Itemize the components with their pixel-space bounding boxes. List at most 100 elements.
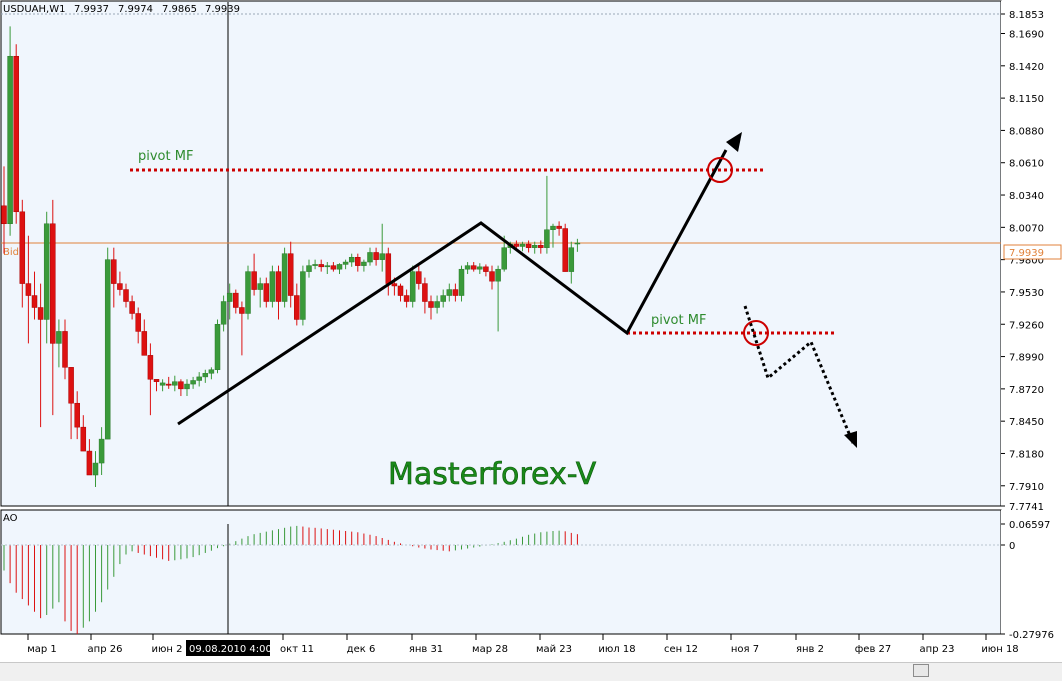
candle-body <box>172 381 178 386</box>
candle-body <box>422 283 428 302</box>
candle-body <box>50 223 56 344</box>
candles-group <box>1 26 581 487</box>
candle-body <box>141 331 148 356</box>
candle-body <box>574 242 581 245</box>
time-tick-label: дек 6 <box>347 644 376 655</box>
candle-body <box>403 295 410 302</box>
time-tick-label: ноя 7 <box>731 644 759 655</box>
candle-body <box>1 205 7 224</box>
candle-body <box>220 301 227 325</box>
bid-label: Bid <box>3 247 19 258</box>
candle-body <box>342 261 349 265</box>
current-price-box <box>1003 244 1062 260</box>
current-price-label: 7.9939 <box>1009 248 1044 259</box>
candle-body <box>111 259 117 284</box>
candle-body <box>470 265 477 270</box>
scrollbar-thumb[interactable] <box>913 664 929 677</box>
candle-body <box>184 383 190 390</box>
price-tick-label: 8.0880 <box>1009 126 1044 137</box>
price-tick-label: 8.1690 <box>1009 30 1044 41</box>
price-tick-label: 8.1420 <box>1009 62 1044 73</box>
candle-body <box>409 271 416 302</box>
candle-body <box>538 245 544 248</box>
time-tick-label: июл 18 <box>598 644 635 655</box>
candle-body <box>43 223 50 320</box>
candle-body <box>7 55 13 224</box>
candle-body <box>568 247 575 272</box>
time-tick-label: фев 27 <box>855 644 892 655</box>
time-tick-label: сен 12 <box>664 644 698 655</box>
pivot-label-bottom: pivot MF <box>651 313 706 328</box>
candle-body <box>178 381 184 390</box>
time-tick-label: окт 11 <box>280 644 314 655</box>
price-tick-label: 8.0070 <box>1009 223 1044 234</box>
header-low: 7.9865 <box>162 4 197 15</box>
pivot-circle-top <box>707 157 733 183</box>
price-tick-label: 7.8450 <box>1009 417 1044 428</box>
candle-body <box>80 426 87 452</box>
candle-body <box>294 295 300 320</box>
time-tick-label: мар 1 <box>27 644 57 655</box>
watermark-text: Masterforex-V <box>388 457 597 492</box>
candle-body <box>318 264 324 268</box>
candle-body <box>104 259 111 440</box>
time-axis-labels: мар 1 апр 26 июн 2 окт 11 дек 6 янв 31 мар 28 м… <box>27 634 1019 655</box>
candle-body <box>300 271 306 320</box>
candle-body <box>147 355 154 380</box>
indicator-panel[interactable] <box>0 509 1002 635</box>
candle-body <box>440 295 446 302</box>
candle-body <box>251 271 257 290</box>
candle-body <box>37 307 44 320</box>
main-chart-area[interactable] <box>0 0 1002 507</box>
candle-body <box>239 307 245 314</box>
candle-body <box>245 271 251 314</box>
forecast-arrow-head <box>844 431 857 448</box>
candle-body <box>287 253 294 296</box>
price-tick-label: 7.8180 <box>1009 449 1044 460</box>
header-open: 7.9937 <box>74 4 109 15</box>
candle-body <box>263 283 270 302</box>
candle-body <box>19 211 26 284</box>
candle-body <box>556 225 562 229</box>
candle-body <box>483 266 489 272</box>
pivot-label-top: pivot MF <box>138 149 193 164</box>
candle-body <box>501 247 507 270</box>
candle-body <box>62 331 68 368</box>
candle-body <box>98 438 105 464</box>
time-tick-label: апр 26 <box>88 644 123 655</box>
ao-bars-group <box>3 525 578 635</box>
candle-body <box>86 450 93 476</box>
candle-body <box>495 268 501 282</box>
candle-body <box>336 264 343 270</box>
horizontal-scrollbar[interactable] <box>0 662 1062 681</box>
candle-body <box>361 261 367 266</box>
indicator-axis-labels: 0.06597 0 -0.27976 <box>1001 520 1054 641</box>
candle-body <box>281 253 288 302</box>
candle-body <box>190 380 196 385</box>
time-tick-label: май 23 <box>536 644 572 655</box>
price-tick-label: 7.9530 <box>1009 288 1044 299</box>
price-axis-labels: 8.1853 8.1690 8.1420 8.1150 8.0880 8.0610 8.03… <box>1001 10 1044 513</box>
time-tick-label: янв 2 <box>796 644 824 655</box>
candle-body <box>489 271 495 282</box>
crosshair-time-box <box>186 640 270 656</box>
price-tick-label: 7.8990 <box>1009 353 1044 364</box>
trend-arrow-head-up <box>726 132 742 152</box>
price-tick-label: 7.9800 <box>1009 256 1044 267</box>
price-tick-label: 7.7741 <box>1009 502 1044 513</box>
candle-body <box>312 264 318 266</box>
candle-body <box>68 367 74 404</box>
time-tick-label: июн 2 <box>152 644 183 655</box>
candle-body <box>477 266 483 270</box>
candle-body <box>269 271 276 302</box>
price-tick-label: 7.9260 <box>1009 320 1044 331</box>
candle-body <box>373 252 379 260</box>
candle-body <box>13 55 19 213</box>
indicator-axis-panel <box>1001 510 1061 634</box>
candle-body <box>544 229 550 248</box>
header-close: 7.9939 <box>205 4 240 15</box>
candle-body <box>208 369 215 374</box>
candle-body <box>464 265 471 270</box>
candle-body <box>56 331 62 344</box>
